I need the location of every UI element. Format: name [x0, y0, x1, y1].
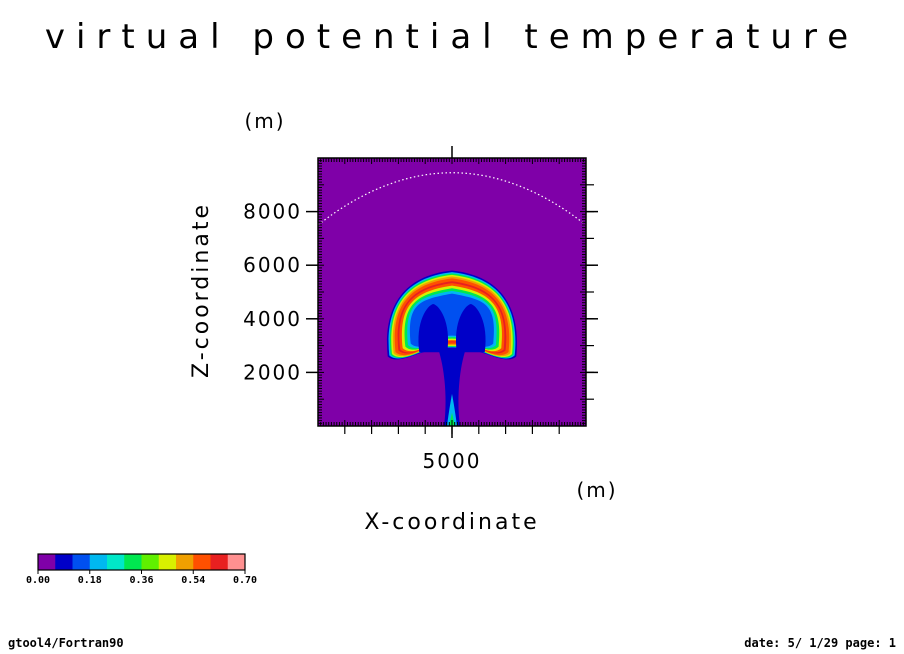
colorbar-swatch	[141, 554, 160, 570]
colorbar-swatch	[227, 554, 246, 570]
y-tick-label: 8000	[243, 200, 302, 224]
stem-tip	[447, 393, 457, 426]
colorbar-swatch	[38, 554, 56, 570]
footer-left: gtool4/Fortran90	[8, 636, 124, 650]
colorbar-swatch	[193, 554, 211, 570]
axis-ticks: 5000 2000 4000 6000 8000	[243, 146, 598, 473]
x-tick-label: 5000	[423, 449, 482, 473]
chart-title: virtual potential temperature	[45, 17, 859, 57]
y-axis-label: Z-coordinate	[189, 202, 214, 378]
colorbar-swatch	[176, 554, 194, 570]
core-lobe	[455, 304, 486, 353]
field-layer	[318, 158, 586, 426]
x-axis-label: X-coordinate	[364, 510, 539, 535]
colorbar: 0.00 0.18 0.36 0.54 0.70	[26, 553, 257, 586]
y-axis-unit: (m)	[244, 109, 285, 133]
colorbar-swatch	[158, 554, 177, 570]
stem-base	[449, 412, 455, 426]
core-lobe	[418, 304, 449, 353]
plume-stem	[438, 348, 466, 426]
colorbar-tick-label: 0.70	[233, 575, 257, 586]
colorbar-tick-label: 0.54	[181, 575, 205, 586]
colorbar-swatch	[210, 554, 229, 570]
y-tick-label: 2000	[243, 360, 302, 384]
colorbar-tick-label: 0.36	[129, 575, 153, 586]
colorbar-swatch	[124, 554, 142, 570]
plot-area	[317, 157, 587, 427]
colorbar-tick-label: 0.18	[78, 575, 102, 586]
colorbar-swatch	[89, 554, 108, 570]
y-tick-label: 6000	[243, 253, 302, 277]
x-axis-unit: (m)	[576, 478, 617, 502]
colorbar-swatch	[72, 554, 91, 570]
footer-right: date: 5/ 1/29 page: 1	[744, 636, 896, 650]
colorbar-tick-label: 0.00	[26, 575, 50, 586]
y-tick-label: 4000	[243, 307, 302, 331]
colorbar-swatch	[107, 554, 125, 570]
colorbar-swatch	[55, 554, 73, 570]
